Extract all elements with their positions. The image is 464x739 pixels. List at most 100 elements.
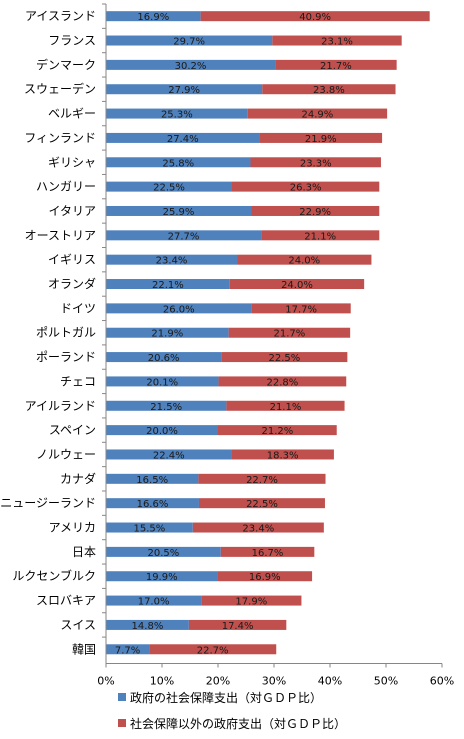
data-label-series-2: 18.3%	[267, 450, 299, 461]
bar-segment-series-1	[106, 352, 222, 363]
category-label: ポルトガル	[36, 326, 96, 340]
category-label: ルクセンブルク	[12, 568, 96, 583]
bar-segment-series-1	[106, 279, 230, 290]
data-label-series-1: 26.0%	[163, 304, 195, 315]
data-label-series-2: 22.5%	[246, 499, 278, 510]
bar-row: オーストリア 27.7% 21.1%	[25, 222, 380, 242]
legend-label-series-2: 社会保障以外の政府支出（対ＧＤＰ比）	[130, 716, 346, 731]
data-label-series-1: 14.8%	[132, 621, 164, 632]
bar-segment-series-2	[237, 254, 372, 265]
data-label-series-1: 25.3%	[161, 110, 193, 121]
x-tick-label: 60%	[430, 674, 454, 687]
data-label-series-1: 23.4%	[156, 256, 188, 267]
bar-row: ルクセンブルク 19.9% 16.9%	[12, 563, 313, 583]
category-label: デンマーク	[36, 57, 96, 72]
data-label-series-2: 23.3%	[300, 158, 332, 169]
bar-row: ハンガリー 22.5% 26.3%	[36, 173, 380, 194]
bar-segment-series-2	[261, 230, 380, 241]
data-label-series-1: 16.5%	[136, 475, 168, 486]
bar-segment-series-1	[106, 425, 218, 436]
bar-row: アイルランド 21.5% 21.1%	[25, 393, 345, 413]
bar-segment-series-1	[106, 376, 219, 387]
data-label-series-1: 21.5%	[150, 402, 182, 413]
category-label: ギリシャ	[48, 155, 96, 169]
data-label-series-1: 22.5%	[153, 183, 185, 194]
x-tick-label: 10%	[150, 674, 174, 687]
plot-area: アイスランド 16.9% 40.9% フランス 29.7% 23.1% デンマーク 30.2%…	[0, 3, 430, 656]
legend-label-series-1: 政府の社会保障支出（対ＧＤＰ比）	[130, 690, 322, 705]
category-label: オーストリア	[25, 228, 96, 242]
bar-row: ニュージーランド 16.6% 22.5%	[0, 490, 325, 510]
bar-segment-series-1	[106, 522, 193, 533]
category-label: オランダ	[48, 276, 96, 291]
data-label-series-1: 20.1%	[146, 377, 178, 388]
bar-segment-series-2	[198, 498, 325, 509]
x-tick-label: 30%	[262, 674, 286, 687]
legend-swatch-series-2	[118, 719, 126, 727]
bar-row: オランダ 22.1% 24.0%	[48, 271, 365, 291]
category-label: チェコ	[60, 374, 96, 388]
category-label: スペイン	[49, 423, 96, 437]
data-label-series-2: 17.4%	[222, 621, 254, 632]
category-label: アイスランド	[25, 9, 96, 23]
bar-segment-series-1	[106, 473, 199, 484]
data-label-series-2: 22.8%	[267, 377, 299, 388]
bar-segment-series-1	[106, 132, 260, 143]
bar-segment-series-1	[106, 254, 238, 265]
bar-segment-series-1	[106, 205, 252, 216]
data-label-series-1: 22.1%	[152, 280, 184, 291]
bar-segment-series-1	[106, 571, 218, 582]
bar-row: ノルウェー 22.4% 18.3%	[36, 441, 334, 461]
bar-segment-series-1	[106, 619, 189, 630]
data-label-series-2: 24.0%	[281, 280, 313, 291]
bar-segment-series-1	[106, 181, 232, 192]
bar-segment-series-2	[250, 157, 381, 168]
data-label-series-2: 22.7%	[246, 475, 278, 486]
bar-segment-series-2	[228, 327, 351, 338]
bar-row: ベルギー 25.3% 24.9%	[48, 100, 388, 121]
category-label: フィンランド	[24, 131, 96, 145]
bar-row: フランス 29.7% 23.1%	[48, 27, 402, 48]
category-label: ポーランド	[36, 350, 96, 364]
bar-row: スウェーデン 27.9% 23.8%	[24, 76, 396, 96]
data-label-series-1: 25.9%	[163, 207, 195, 218]
data-label-series-1: 7.7%	[115, 645, 140, 656]
data-label-series-2: 17.7%	[285, 304, 317, 315]
bar-segment-series-2	[251, 303, 351, 314]
bar-segment-series-1	[106, 84, 263, 95]
bar-segment-series-2	[226, 400, 345, 411]
data-label-series-1: 22.4%	[153, 450, 185, 461]
bar-row: ポルトガル 21.9% 21.7%	[36, 320, 351, 340]
bar-row: アメリカ 15.5% 23.4%	[49, 514, 324, 535]
bar-segment-series-1	[106, 59, 276, 70]
data-label-series-2: 21.7%	[274, 329, 306, 340]
data-label-series-2: 21.2%	[261, 426, 293, 437]
bar-row: イギリス 23.4% 24.0%	[48, 247, 372, 267]
data-label-series-2: 16.9%	[249, 572, 281, 583]
bar-row: フィンランド 27.4% 21.9%	[24, 125, 383, 145]
bar-segment-series-1	[106, 35, 273, 46]
data-label-series-2: 24.9%	[302, 110, 334, 121]
x-tick-label: 20%	[206, 674, 230, 687]
data-label-series-1: 20.5%	[148, 548, 180, 559]
bar-segment-series-2	[198, 473, 326, 484]
category-label: スウェーデン	[24, 81, 96, 96]
bar-row: スロバキア 17.0% 17.9%	[36, 587, 302, 608]
data-label-series-2: 21.1%	[270, 402, 302, 413]
data-label-series-2: 22.7%	[197, 645, 229, 656]
bar-segment-series-2	[220, 546, 315, 557]
x-tick-label: 0%	[97, 674, 114, 687]
data-label-series-2: 22.9%	[299, 207, 331, 218]
data-label-series-2: 26.3%	[290, 183, 322, 194]
bar-segment-series-1	[106, 11, 201, 22]
bar-row: スペイン 20.0% 21.2%	[49, 417, 337, 437]
bar-segment-series-2	[231, 449, 334, 460]
bar-row: 日本 20.5% 16.7%	[72, 539, 315, 559]
category-label: ノルウェー	[36, 447, 96, 461]
category-label: カナダ	[60, 471, 96, 486]
category-label: アメリカ	[49, 521, 96, 535]
bar-segment-series-1	[106, 546, 221, 557]
data-label-series-2: 22.5%	[268, 353, 300, 364]
data-label-series-1: 30.2%	[175, 61, 207, 72]
bar-segment-series-2	[259, 132, 383, 143]
